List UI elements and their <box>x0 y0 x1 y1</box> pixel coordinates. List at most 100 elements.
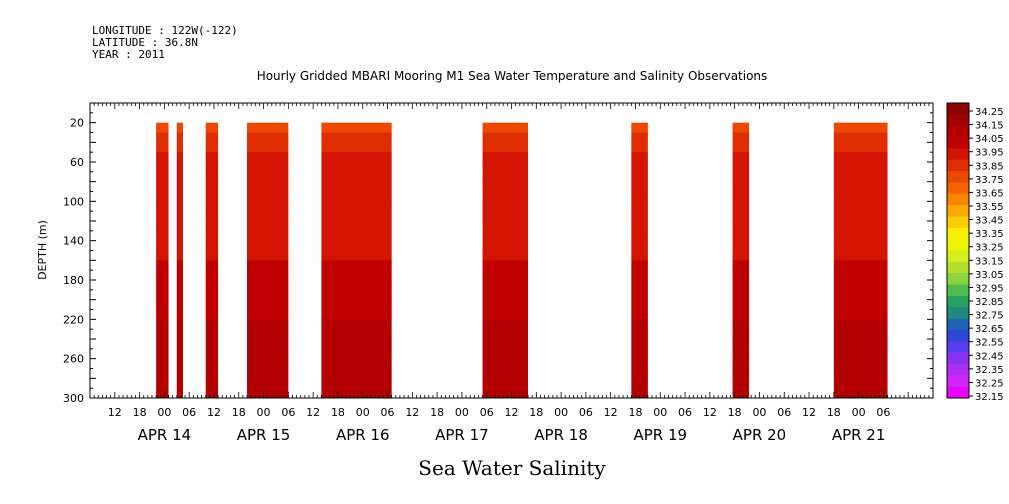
heatmap-cell <box>176 250 183 261</box>
colorbar-swatch <box>947 216 969 229</box>
heatmap-cell <box>321 280 392 291</box>
heatmap-cell <box>321 221 392 232</box>
heatmap-cell <box>732 132 750 143</box>
heatmap-cell <box>321 319 392 330</box>
heatmap-cell <box>176 122 183 133</box>
heatmap-cell <box>321 191 392 202</box>
colorbar-swatch <box>947 386 969 399</box>
heatmap-cell <box>176 319 183 330</box>
colorbar-swatch <box>947 250 969 263</box>
colorbar-label: 33.25 <box>975 243 1004 254</box>
heatmap-cell <box>321 309 392 320</box>
colorbar-swatch <box>947 284 969 297</box>
colorbar-label: 32.45 <box>975 351 1004 362</box>
x-hour-tick-label: 06 <box>678 406 692 419</box>
heatmap-cell <box>176 221 183 232</box>
heatmap-cell <box>205 358 219 369</box>
heatmap-cell <box>321 388 392 399</box>
heatmap-cell <box>833 329 888 340</box>
y-tick-label: 180 <box>63 274 84 287</box>
x-hour-tick-label: 00 <box>455 406 469 419</box>
y-tick-label: 100 <box>63 195 84 208</box>
observation-segment <box>156 122 169 399</box>
heatmap-cell <box>205 270 219 281</box>
heatmap-cell <box>176 289 183 301</box>
heatmap-cell <box>631 221 648 232</box>
heatmap-cell <box>176 201 183 212</box>
heatmap-cell <box>321 329 392 340</box>
heatmap-cell <box>833 142 888 153</box>
heatmap-cell <box>482 221 529 232</box>
heatmap-cell <box>732 221 750 232</box>
heatmap-cell <box>205 280 219 291</box>
x-hour-tick-label: 06 <box>876 406 890 419</box>
x-day-label: APR 20 <box>733 426 787 444</box>
x-hour-tick-label: 12 <box>505 406 519 419</box>
heatmap-cell <box>482 171 529 183</box>
heatmap-cell <box>732 368 750 379</box>
heatmap-cell <box>205 339 219 350</box>
heatmap-cell <box>156 132 169 143</box>
heatmap-cell <box>247 181 289 192</box>
x-hour-tick-label: 18 <box>331 406 345 419</box>
heatmap-cell <box>732 250 750 261</box>
heatmap-cell <box>156 319 169 330</box>
heatmap-cell <box>247 221 289 232</box>
heatmap-cell <box>833 348 888 360</box>
heatmap-cell <box>205 201 219 212</box>
heatmap-cell <box>156 388 169 399</box>
heatmap-cell <box>631 309 648 320</box>
observation-segment <box>176 122 183 399</box>
x-hour-tick-label: 06 <box>579 406 593 419</box>
heatmap-cell <box>833 181 888 192</box>
chart-title: Hourly Gridded MBARI Mooring M1 Sea Wate… <box>257 69 768 83</box>
heatmap-cell <box>205 388 219 399</box>
heatmap-cell <box>482 211 529 222</box>
observation-segment <box>631 122 648 399</box>
observation-segment <box>205 122 219 399</box>
heatmap-cell <box>176 230 183 242</box>
heatmap-cell <box>247 368 289 379</box>
heatmap-cell <box>833 378 888 389</box>
heatmap-cell <box>631 152 648 163</box>
x-day-label: APR 21 <box>832 426 886 444</box>
colorbar-label: 33.95 <box>975 148 1004 159</box>
colorbar-label: 34.05 <box>975 134 1004 145</box>
heatmap-cell <box>247 122 289 133</box>
heatmap-cell <box>176 358 183 369</box>
heatmap-cell <box>156 309 169 320</box>
heatmap-cell <box>205 299 219 310</box>
heatmap-cell <box>247 191 289 202</box>
x-day-label: APR 18 <box>534 426 588 444</box>
heatmap-cell <box>176 368 183 379</box>
heatmap-cell <box>247 388 289 399</box>
heatmap-cell <box>156 260 169 271</box>
heatmap-cell <box>156 240 169 251</box>
heatmap-cell <box>156 171 169 183</box>
heatmap-cell <box>321 171 392 183</box>
y-axis-label: DEPTH (m) <box>36 220 49 280</box>
heatmap-cell <box>156 299 169 310</box>
x-hour-tick-label: 00 <box>554 406 568 419</box>
heatmap-cell <box>732 122 750 133</box>
colorbar-label: 32.25 <box>975 378 1004 389</box>
heatmap-cell <box>631 270 648 281</box>
heatmap-cell <box>205 378 219 389</box>
colorbar-swatch <box>947 227 969 240</box>
heatmap-cell <box>631 299 648 310</box>
heatmap-cell <box>732 280 750 291</box>
x-day-label: APR 16 <box>336 426 390 444</box>
colorbar-label: 32.35 <box>975 365 1004 376</box>
heatmap-cell <box>247 358 289 369</box>
heatmap-cell <box>176 240 183 251</box>
x-hour-tick-label: 12 <box>703 406 717 419</box>
heatmap-cell <box>833 240 888 251</box>
heatmap-cell <box>156 191 169 202</box>
heatmap-cell <box>631 319 648 330</box>
heatmap-cell <box>176 171 183 183</box>
heatmap-cell <box>631 289 648 301</box>
heatmap-cell <box>156 152 169 163</box>
heatmap-cell <box>833 221 888 232</box>
observation-segment <box>321 122 392 399</box>
heatmap-cell <box>631 201 648 212</box>
